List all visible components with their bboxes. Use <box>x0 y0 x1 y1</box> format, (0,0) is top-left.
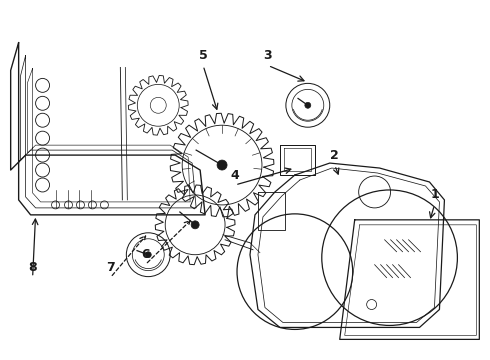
Circle shape <box>217 160 227 170</box>
Text: 3: 3 <box>264 49 272 62</box>
Circle shape <box>145 252 151 258</box>
Circle shape <box>305 102 311 108</box>
Text: 4: 4 <box>231 168 240 181</box>
Text: 6: 6 <box>141 248 149 261</box>
Text: 7: 7 <box>106 261 115 274</box>
Text: 5: 5 <box>199 49 207 62</box>
Circle shape <box>191 221 199 229</box>
Text: 2: 2 <box>330 149 339 162</box>
Text: 1: 1 <box>430 188 439 202</box>
Text: 8: 8 <box>28 261 37 274</box>
